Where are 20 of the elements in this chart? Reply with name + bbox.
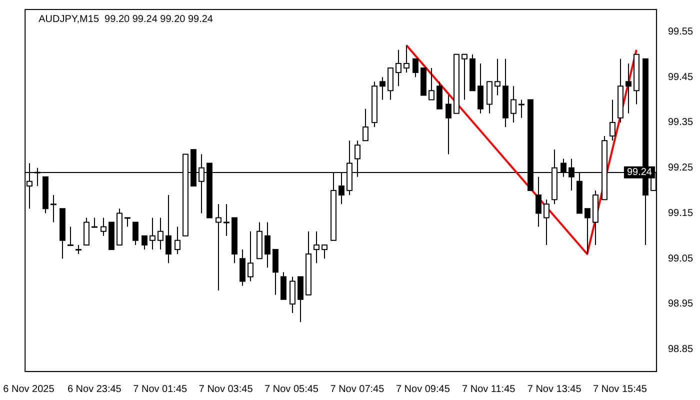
x-tick-label: 7 Nov 09:45 <box>396 384 450 395</box>
x-tick-label: 7 Nov 13:45 <box>527 384 582 395</box>
y-tick-label: 99.35 <box>668 117 694 128</box>
y-tick-label: 98.95 <box>668 298 694 310</box>
x-tick-label: 7 Nov 11:45 <box>462 384 516 395</box>
text: AUDJPY,M15 99.20 99.24 99.20 99.24 <box>38 14 214 25</box>
x-tick-label: 7 Nov 01:45 <box>133 384 188 395</box>
y-tick-label: 99.25 <box>668 162 694 174</box>
x-tick-label: 7 Nov 05:45 <box>264 384 319 395</box>
y-tick-label: 98.85 <box>668 344 694 356</box>
x-tick-label: 7 Nov 15:45 <box>593 384 648 395</box>
x-tick-label: 6 Nov 23:45 <box>67 384 122 395</box>
y-tick-label: 99.55 <box>668 26 694 38</box>
ref-line-label: 99.24 <box>626 167 652 178</box>
y-tick-label: 99.15 <box>668 208 694 219</box>
x-tick-label: 7 Nov 03:45 <box>198 384 254 395</box>
x-tick-label: 6 Nov 2025 <box>3 384 55 395</box>
x-tick-label: 7 Nov 07:45 <box>330 384 385 395</box>
y-tick-label: 99.05 <box>668 253 694 264</box>
y-tick-label: 99.45 <box>668 72 694 83</box>
